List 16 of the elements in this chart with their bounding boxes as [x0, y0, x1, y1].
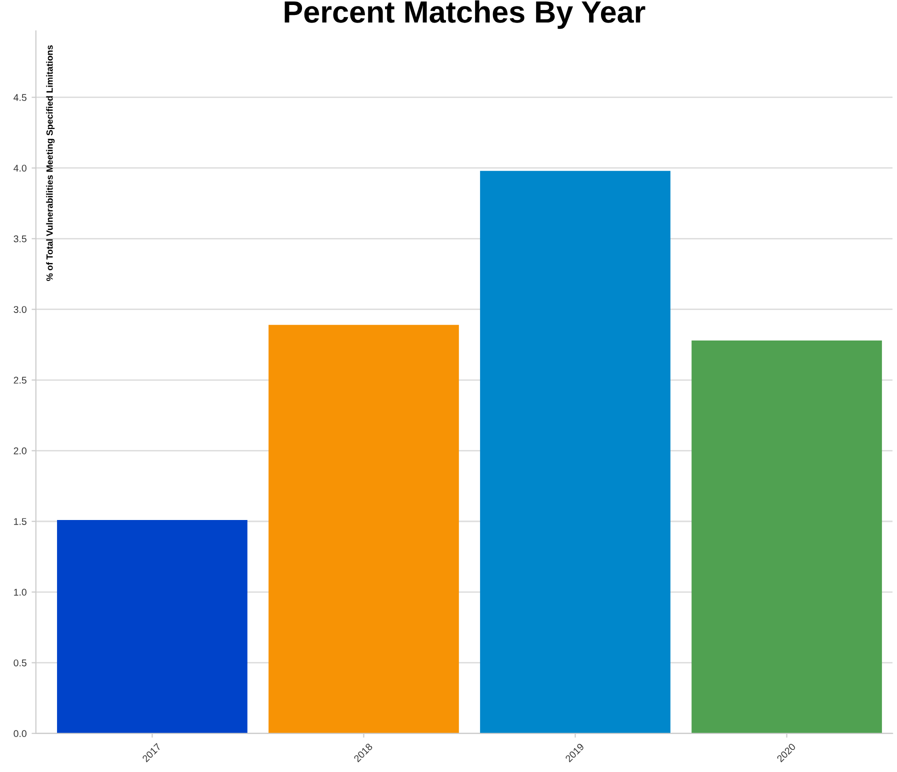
y-tick-label: 1.5 [14, 518, 26, 525]
y-tick-label: 1.0 [14, 588, 26, 596]
bar [480, 170, 670, 734]
bar [268, 324, 459, 734]
chart-title: Percent Matches By Year [284, 0, 646, 29]
y-tick-label: 4.0 [14, 164, 26, 172]
y-tick-label: 0.5 [14, 659, 26, 666]
bar [692, 340, 882, 734]
y-tick-label: 4.5 [14, 94, 26, 101]
y-tick-label: 2.5 [14, 376, 26, 384]
bar [57, 520, 248, 734]
y-tick-label: 0.0 [14, 730, 26, 738]
y-tick-label: 3.0 [14, 306, 26, 313]
y-tick-label: 3.5 [14, 235, 26, 242]
y-tick-label: 2.0 [14, 447, 26, 454]
y-axis-title: % of Total Vulnerabilities Meeting Specified Limitations [46, 45, 55, 281]
